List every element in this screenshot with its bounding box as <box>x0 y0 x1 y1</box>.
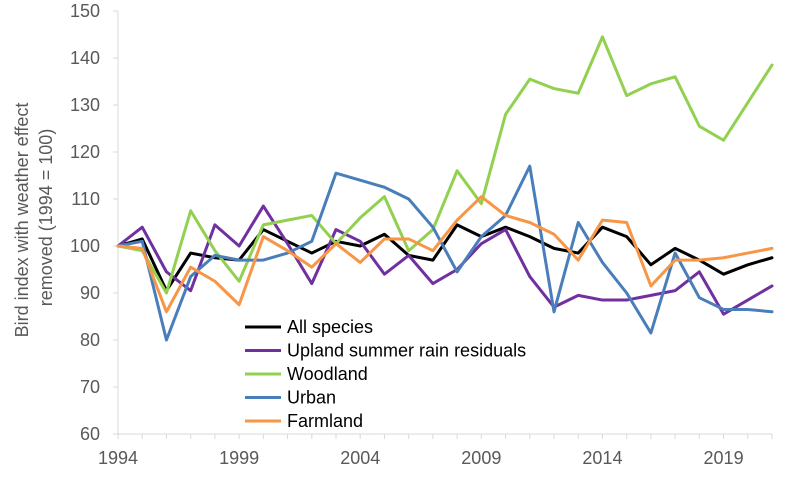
x-tick-label: 2019 <box>704 448 744 468</box>
y-tick-label: 80 <box>80 330 100 350</box>
y-tick-label: 60 <box>80 424 100 444</box>
x-tick-label: 2014 <box>582 448 622 468</box>
series-line-urban <box>116 164 774 342</box>
legend: All species Upland summer rain residuals W… <box>245 317 526 431</box>
series-line-woodland <box>116 35 774 295</box>
y-tick-label: 140 <box>70 48 100 68</box>
x-tick-label: 2004 <box>340 448 380 468</box>
x-tick-label: 1999 <box>219 448 259 468</box>
legend-label: Upland summer rain residuals <box>287 341 526 361</box>
y-axis-title: Bird index with weather effect removed (… <box>12 98 56 338</box>
legend-item: Farmland <box>245 411 363 431</box>
legend-item: Upland summer rain residuals <box>245 341 526 361</box>
x-tick-label: 2009 <box>461 448 501 468</box>
legend-label: Woodland <box>287 364 368 384</box>
legend-label: All species <box>287 317 373 337</box>
y-tick-label: 70 <box>80 377 100 397</box>
legend-item: Urban <box>245 388 336 408</box>
y-tick-label: 90 <box>80 283 100 303</box>
y-tick-label: 130 <box>70 95 100 115</box>
series-lines <box>116 35 774 342</box>
y-axis-title-line-2: removed (1994 = 100) <box>36 129 56 307</box>
series-line-farmland <box>116 195 774 314</box>
y-tick-label: 110 <box>71 189 100 209</box>
legend-label: Farmland <box>287 411 363 431</box>
x-tick-label: 1994 <box>98 448 138 468</box>
y-tick-label: 100 <box>70 236 100 256</box>
legend-label: Urban <box>287 388 336 408</box>
legend-item: All species <box>245 317 373 337</box>
y-axis-title-line-1: Bird index with weather effect <box>12 103 32 338</box>
y-tick-label: 150 <box>70 1 100 21</box>
legend-item: Woodland <box>245 364 368 384</box>
axes: 60 70 80 90 100 110 120 130 140 150 1994 1999 2004 20… <box>70 1 773 468</box>
y-tick-label: 120 <box>70 142 100 162</box>
